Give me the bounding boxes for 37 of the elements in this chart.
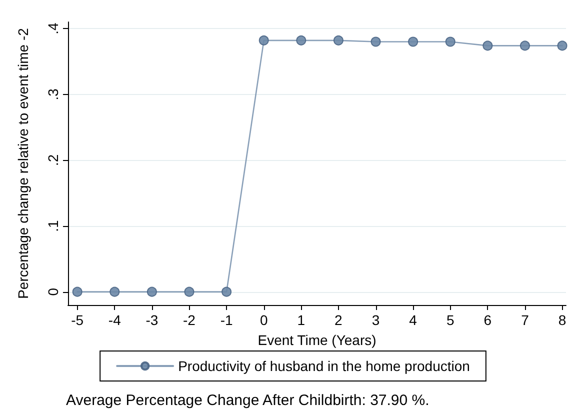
x-tick-label: 0: [260, 312, 268, 328]
y-tick-label: 0: [45, 288, 61, 296]
point: [146, 286, 157, 297]
point: [520, 40, 530, 51]
y-tick-label: .4: [45, 22, 61, 34]
y-tick-label: .3: [45, 88, 61, 100]
x-tick-label: -5: [71, 312, 84, 328]
y-tick-label: .2: [45, 154, 61, 166]
x-tick-label: 1: [297, 312, 306, 328]
y-tick-label: .1: [45, 220, 61, 232]
point: [482, 40, 493, 51]
x-tick-label: 5: [446, 312, 454, 328]
point: [557, 40, 568, 51]
point: [110, 286, 120, 297]
point: [72, 286, 82, 297]
point: [222, 286, 232, 297]
point: [333, 35, 344, 46]
x-tick-label: -1: [220, 312, 233, 328]
point: [184, 286, 194, 297]
point: [445, 36, 456, 47]
x-tick-label: 7: [521, 312, 530, 328]
y-axis-title: Percentage change relative to event time -2: [15, 28, 31, 299]
legend-label: Productivity of husband in the home production: [178, 358, 470, 374]
x-tick-label: 6: [484, 312, 492, 328]
x-axis-title: Event Time (Years): [258, 332, 376, 348]
x-tick-label: 4: [409, 312, 418, 328]
x-tick-label: 8: [558, 312, 566, 328]
x-tick-label: 3: [372, 312, 380, 328]
x-tick-label: -3: [146, 312, 158, 328]
point: [408, 36, 418, 47]
point: [258, 35, 269, 46]
x-tick-label: -2: [183, 312, 196, 328]
x-tick-label: -4: [108, 312, 122, 328]
point: [296, 35, 306, 46]
x-tick-label: 2: [334, 312, 343, 328]
text: Average Percentage Change After Childbirth: 37.90 %.: [66, 392, 430, 409]
point: [370, 36, 381, 47]
